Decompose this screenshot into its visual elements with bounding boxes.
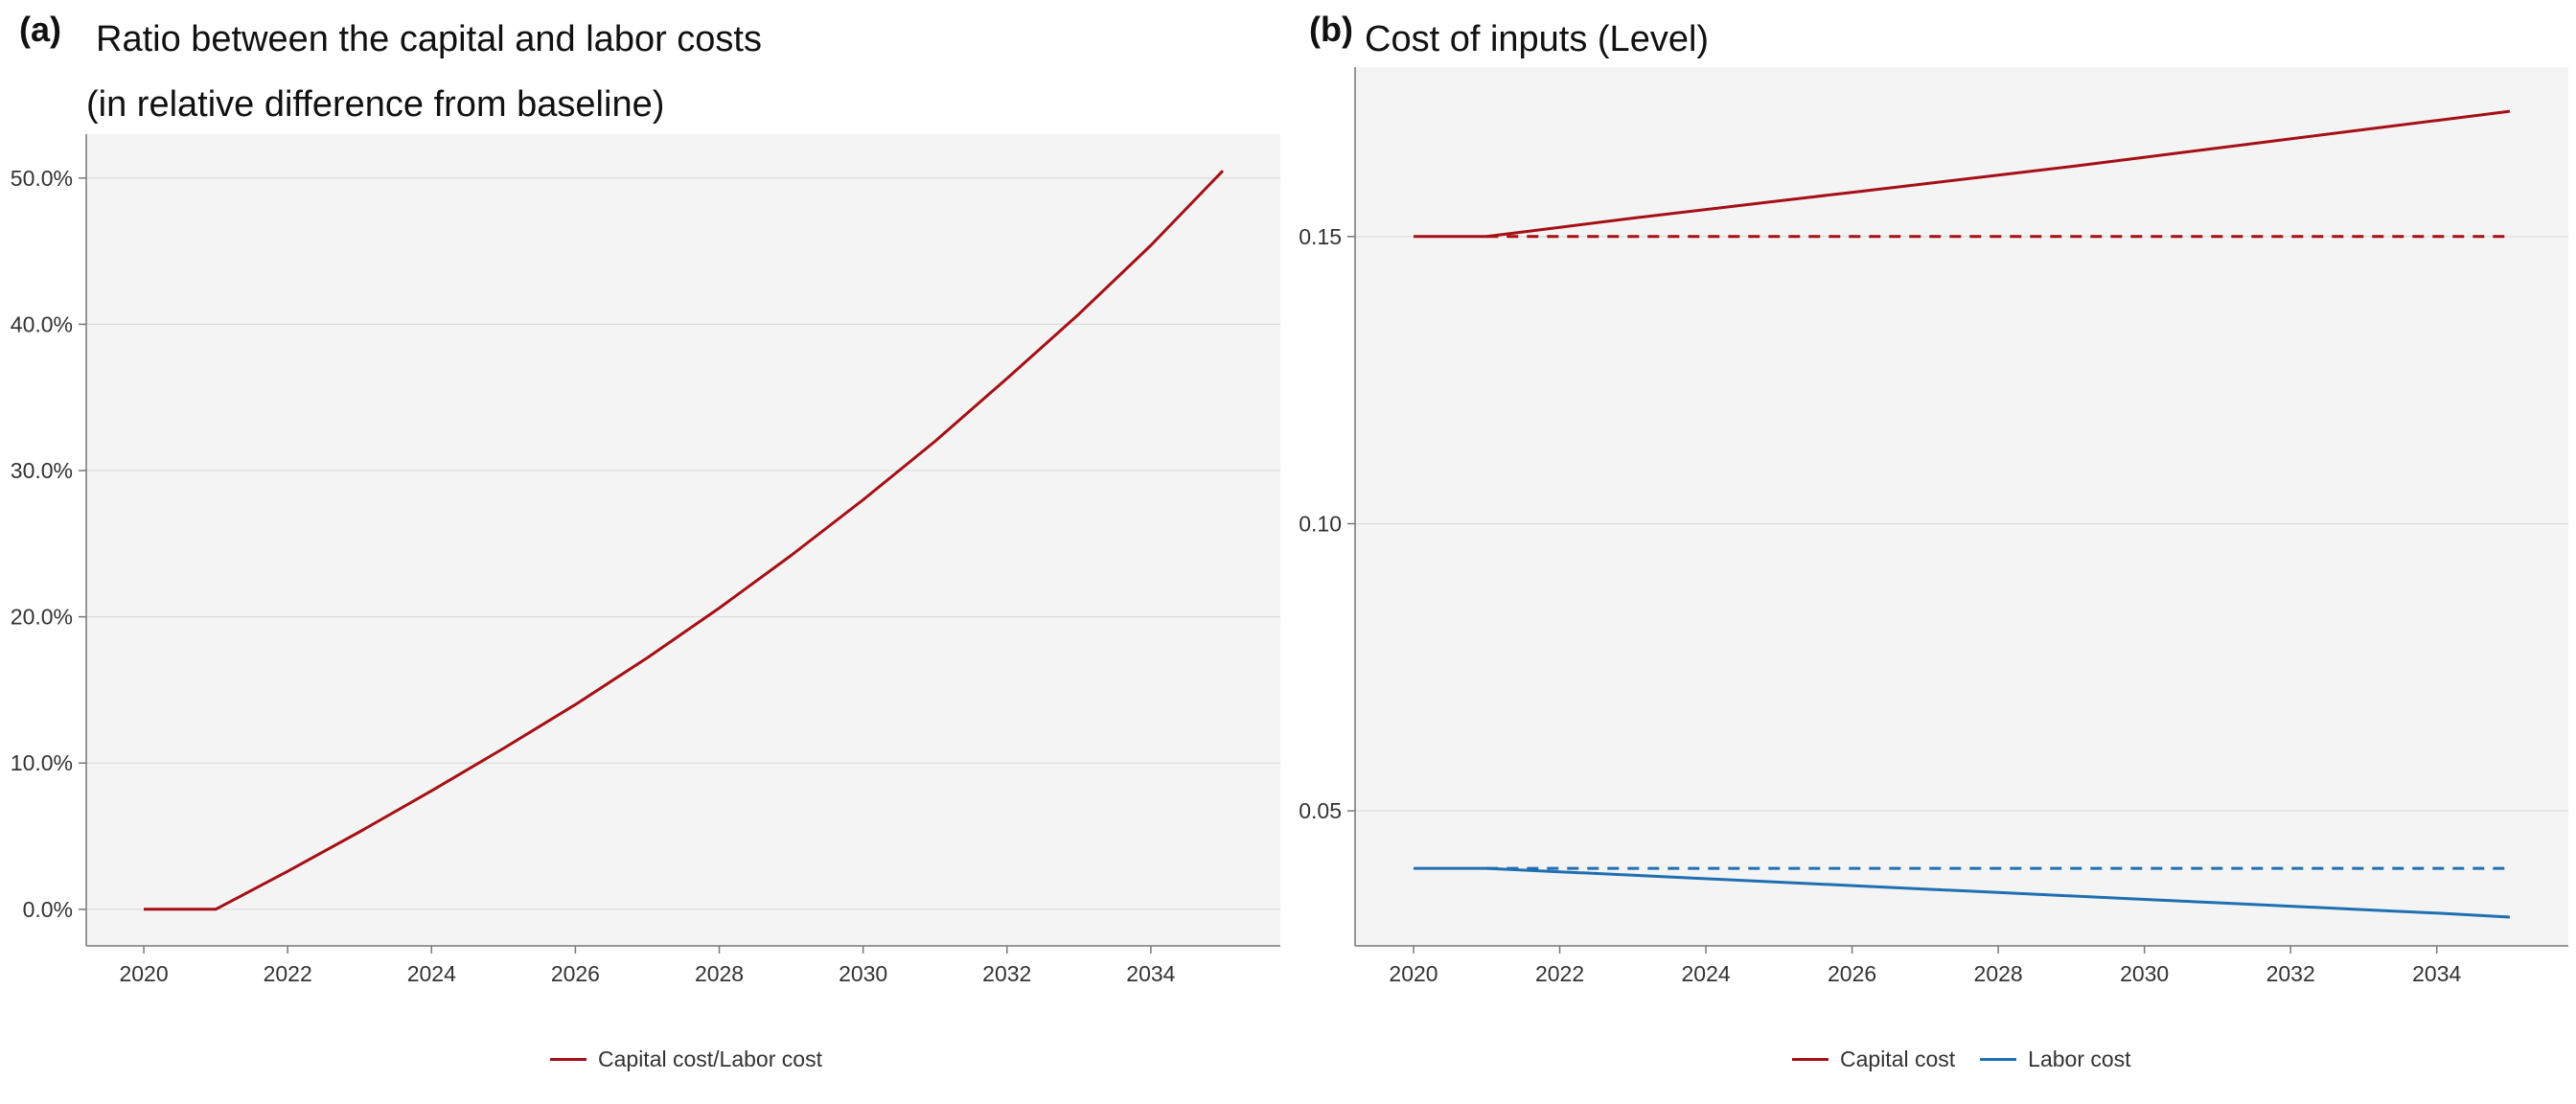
- y-tick-label: 0.05: [1299, 798, 1342, 823]
- series-line-0: [144, 170, 1225, 911]
- x-tick-label: 2030: [2120, 961, 2169, 986]
- panel-b-title: Cost of inputs (Level): [1365, 19, 1710, 59]
- y-tick-label: 0.10: [1299, 511, 1342, 536]
- series-line-0: [1414, 109, 2511, 239]
- x-tick-label: 2026: [551, 961, 600, 986]
- x-tick-label: 2020: [1389, 961, 1438, 986]
- x-tick-label: 2032: [982, 961, 1031, 986]
- legend-b: Capital cost Labor cost: [1792, 1046, 2131, 1072]
- series-line-2: [1414, 866, 2511, 919]
- chart-b: 0.05 0.10 0.15 2020 2022 2024 2026 2028 2030 2032…: [1299, 67, 2568, 986]
- x-tick-label: 2026: [1828, 961, 1876, 986]
- legend-a: Capital cost/Labor cost: [550, 1046, 822, 1072]
- panel-b-label: (b): [1309, 10, 1353, 49]
- y-tick-label: 0.0%: [23, 897, 73, 922]
- y-tick-label: 40.0%: [11, 311, 73, 336]
- x-tick-label: 2020: [119, 961, 168, 986]
- x-tick-label: 2024: [407, 961, 456, 986]
- legend-label: Labor cost: [2028, 1046, 2131, 1071]
- plot-area: [86, 134, 1280, 946]
- legend-swatch: [1980, 1058, 2017, 1061]
- plot-area: [1355, 67, 2568, 946]
- x-tick-label: 2022: [1535, 961, 1584, 986]
- y-tick-label: 50.0%: [11, 166, 73, 191]
- legend-item: Labor cost: [1980, 1046, 2131, 1072]
- x-tick-label: 2034: [2412, 961, 2461, 986]
- x-tick-label: 2022: [264, 961, 312, 986]
- legend-label: Capital cost/Labor cost: [598, 1046, 822, 1071]
- panel-a: (a) Ratio between the capital and labor …: [11, 10, 1280, 1072]
- y-tick-label: 0.15: [1299, 224, 1342, 249]
- panel-a-subtitle: (in relative difference from baseline): [86, 84, 665, 125]
- chart-a: 0.0% 10.0% 20.0% 30.0% 40.0% 50.0% 2020 2022 202…: [11, 134, 1280, 986]
- x-tick-label: 2024: [1681, 961, 1730, 986]
- y-tick-label: 10.0%: [11, 750, 73, 775]
- x-tick-label: 2028: [1974, 961, 2023, 986]
- y-tick-label: 20.0%: [11, 605, 73, 630]
- legend-swatch: [550, 1058, 586, 1061]
- x-tick-label: 2032: [2266, 961, 2315, 986]
- legend-item: Capital cost/Labor cost: [550, 1046, 822, 1072]
- panel-a-title: Ratio between the capital and labor cost…: [96, 19, 762, 59]
- legend-swatch: [1792, 1058, 1828, 1061]
- legend-item: Capital cost: [1792, 1046, 1955, 1072]
- x-tick-label: 2030: [839, 961, 887, 986]
- panel-a-label: (a): [19, 10, 61, 49]
- panel-b: (b) Cost of inputs (Level) 0.05 0.10 0.15 2…: [1288, 0, 2576, 1104]
- legend-label: Capital cost: [1840, 1046, 1956, 1071]
- x-tick-label: 2034: [1126, 961, 1175, 986]
- y-tick-label: 30.0%: [11, 458, 73, 483]
- x-tick-label: 2028: [695, 961, 744, 986]
